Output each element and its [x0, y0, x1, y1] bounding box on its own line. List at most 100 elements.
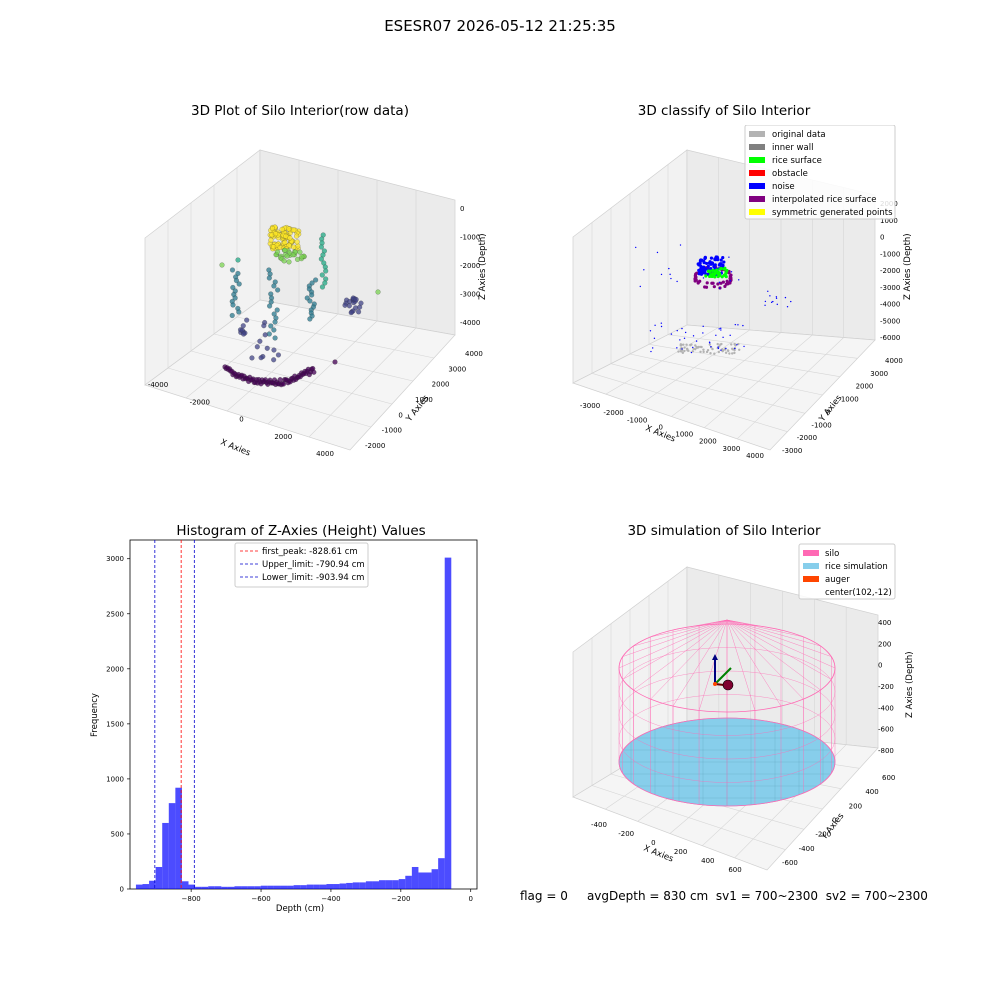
- data-point: [284, 253, 290, 259]
- p2-ylabel: Y Axies: [817, 393, 845, 425]
- p1-xlabel: X Axies: [219, 438, 252, 459]
- noise-point: [722, 260, 726, 264]
- silo-roof-line: [672, 619, 728, 707]
- noise-point: [718, 287, 721, 289]
- depth-histogram: 0 500 1000 1500 2000 2500 3000 −800 −600 −400 −200…: [90, 539, 478, 914]
- noise-point: [767, 290, 769, 292]
- histogram-bar: [300, 885, 307, 889]
- data-point: [313, 277, 319, 283]
- legend-swatch: [749, 209, 765, 215]
- histogram-bar: [149, 880, 156, 889]
- panel1-title: 3D Plot of Silo Interior(row data): [191, 103, 409, 119]
- legend-swatch: [803, 550, 819, 556]
- p4-z-tick: 200: [878, 640, 891, 648]
- p4-zlabel: Z Axies (Depth): [905, 651, 915, 718]
- silo-roof-line: [698, 619, 728, 711]
- histogram-bar: [352, 882, 360, 889]
- panel4-title: 3D simulation of Silo Interior: [627, 523, 821, 539]
- p2-z-tick: -2000: [880, 267, 900, 275]
- noise-point: [692, 346, 694, 349]
- noise-point: [717, 347, 720, 350]
- noise-point: [776, 303, 778, 306]
- p2-x-tick: 3000: [723, 445, 741, 453]
- data-point: [346, 303, 352, 309]
- noise-point: [786, 306, 789, 308]
- p2-x-tick: 4000: [746, 452, 764, 460]
- p1-z-tick: -4000: [460, 319, 480, 327]
- y-tick-label: 1000: [106, 775, 124, 783]
- histogram-bar: [306, 884, 314, 889]
- histogram-bar: [181, 881, 189, 889]
- noise-point: [770, 301, 773, 304]
- noise-point: [676, 280, 678, 283]
- silo-roof-line: [726, 619, 756, 711]
- legend-swatch: [749, 170, 765, 176]
- histogram-bar: [339, 883, 347, 889]
- original-point: [685, 343, 688, 346]
- data-point: [230, 302, 236, 308]
- interpolated-point: [726, 282, 730, 286]
- p4-x-tick: -200: [618, 830, 634, 838]
- data-point: [273, 231, 279, 237]
- rice-point: [716, 271, 720, 276]
- panel2-title: 3D classify of Silo Interior: [637, 103, 811, 119]
- data-point: [319, 284, 325, 290]
- p1-z-tick: 0: [460, 205, 464, 213]
- noise-point: [635, 246, 637, 249]
- noise-point: [710, 346, 712, 348]
- data-point: [299, 254, 305, 260]
- noise-point: [702, 259, 706, 263]
- original-point: [692, 347, 695, 350]
- status-avg-depth: avgDepth = 830 cm: [586, 889, 709, 903]
- noise-point: [730, 271, 733, 273]
- p2-y-tick: 4000: [885, 357, 903, 365]
- data-point: [342, 302, 348, 308]
- data-point: [229, 313, 235, 319]
- noise-point: [737, 324, 739, 326]
- noise-point: [720, 329, 722, 331]
- data-point: [318, 256, 324, 262]
- histogram-bar: [398, 879, 406, 889]
- data-point: [236, 309, 242, 315]
- y-tick-label: 2500: [106, 610, 124, 618]
- histogram-bar: [260, 885, 268, 889]
- data-point: [286, 226, 292, 232]
- noise-point: [720, 349, 722, 351]
- data-point: [262, 332, 268, 338]
- data-point: [232, 295, 238, 301]
- noise-point: [702, 277, 705, 279]
- y-tick-label: 0: [120, 886, 124, 894]
- original-point: [721, 349, 724, 353]
- histogram-xlabel: Depth (cm): [276, 904, 324, 914]
- silo-roof-line: [726, 619, 821, 691]
- rice-point: [714, 269, 718, 273]
- noise-point: [742, 324, 744, 327]
- auger-arm: [714, 667, 732, 685]
- histogram-bar: [241, 886, 248, 889]
- original-point: [705, 350, 709, 354]
- p4-z-tick: -400: [878, 704, 894, 712]
- noise-point: [698, 258, 703, 263]
- p2-y-tick: 2000: [856, 383, 874, 391]
- histogram-frame: [129, 539, 478, 890]
- silo-roof-line: [726, 619, 832, 657]
- noise-point: [728, 256, 730, 258]
- noise-point: [708, 341, 711, 343]
- data-point: [268, 237, 274, 243]
- rice-point: [723, 266, 727, 270]
- p1-z-tick: -3000: [460, 291, 480, 299]
- noise-point: [690, 351, 693, 354]
- data-point: [291, 227, 297, 233]
- noise-point: [764, 300, 767, 303]
- noise-point: [738, 279, 740, 281]
- histogram-bar: [247, 886, 255, 889]
- noise-point: [719, 262, 723, 266]
- p1-x-tick: -2000: [190, 398, 210, 406]
- rice-point: [712, 273, 716, 278]
- noise-point: [668, 267, 670, 270]
- data-point: [236, 281, 242, 287]
- silo-roof-line: [650, 619, 728, 638]
- p1-y-tick: 0: [398, 411, 402, 419]
- data-point: [282, 239, 288, 245]
- histogram-bar: [195, 886, 202, 889]
